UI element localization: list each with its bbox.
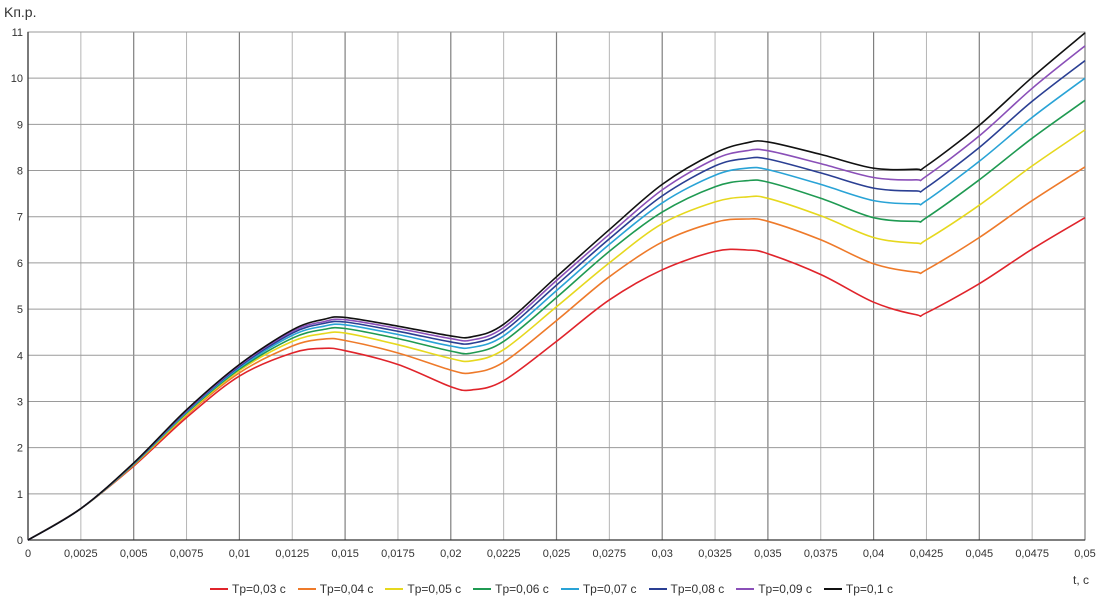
legend-label: Tр=0,09 с	[758, 582, 812, 596]
y-tick-label: 11	[12, 27, 23, 39]
legend-swatch	[210, 588, 228, 590]
legend-label: Tр=0,05 с	[407, 582, 462, 596]
y-tick-label: 3	[17, 396, 23, 408]
chart-legend: Tр=0,03 с Tр=0,04 с Tр=0,05 с Tр=0,06 с Tр=0…	[210, 582, 893, 596]
legend-label: Tр=0,08 с	[670, 582, 725, 596]
x-tick-label: 0,0125	[275, 548, 309, 560]
legend-item-1: Tр=0,03 с	[210, 582, 286, 596]
x-tick-label: 0,01	[229, 548, 250, 560]
x-tick-label: 0,02	[440, 548, 461, 560]
x-axis-label: t, c	[1073, 573, 1089, 587]
x-tick-label: 0,005	[120, 548, 148, 560]
y-tick-label: 7	[17, 212, 23, 224]
x-tick-label: 0,04	[863, 548, 884, 560]
x-tick-label: 0,0275	[593, 548, 627, 560]
axis-ticks: 0 0,0025 0,005 0,0075 0,01 0,0125 0,015 0,0175 0…	[11, 27, 1096, 560]
series-line-3	[27, 129, 1086, 541]
legend-item-7: Tр=0,09 с	[736, 582, 812, 596]
legend-item-6: Tр=0,08 с	[648, 582, 725, 596]
legend-swatch	[473, 588, 492, 590]
y-tick-label: 2	[17, 443, 23, 455]
x-tick-label: 0,025	[543, 548, 571, 560]
x-tick-label: 0,045	[966, 548, 994, 560]
x-tick-label: 0,0025	[64, 548, 98, 560]
x-tick-label: 0,0075	[170, 548, 204, 560]
legend-swatch	[385, 588, 404, 590]
legend-item-2: Tр=0,04 с	[297, 582, 374, 596]
legend-label: Tр=0,07 с	[582, 582, 637, 596]
x-tick-label: 0,0225	[487, 548, 521, 560]
legend-swatch	[297, 588, 316, 590]
series-line-1	[27, 217, 1086, 541]
legend-label: Tр=0,1 с	[845, 582, 893, 596]
y-tick-label: 5	[17, 304, 23, 316]
x-tick-label: 0	[25, 548, 31, 560]
x-tick-label: 0,0425	[910, 548, 944, 560]
x-tick-label: 0,015	[331, 548, 359, 560]
x-tick-label: 0,05	[1074, 548, 1095, 560]
legend-item-3: Tр=0,05 с	[385, 582, 461, 596]
y-axis-label: Kп.р.	[4, 4, 36, 20]
y-tick-label: 4	[17, 350, 23, 362]
legend-swatch	[736, 588, 755, 590]
chart-grid	[27, 31, 1086, 541]
y-tick-label: 6	[17, 258, 23, 270]
series-line-4	[27, 99, 1086, 541]
x-tick-label: 0,0475	[1015, 548, 1049, 560]
x-tick-label: 0,03	[651, 548, 672, 560]
y-tick-label: 0	[17, 535, 23, 547]
series-line-5	[27, 77, 1086, 541]
y-tick-label: 8	[17, 166, 23, 178]
y-tick-label: 1	[17, 489, 23, 501]
legend-label: Tр=0,04 с	[319, 582, 374, 596]
legend-label: Tр=0,06 с	[495, 582, 549, 596]
legend-item-8: Tр=0,1 с	[823, 582, 893, 596]
legend-swatch	[560, 588, 579, 590]
series-line-8	[27, 32, 1086, 541]
series-line-2	[27, 166, 1086, 541]
series-lines	[27, 32, 1086, 541]
x-tick-label: 0,035	[754, 548, 782, 560]
legend-item-4: Tр=0,06 с	[473, 582, 549, 596]
legend-label: Tр=0,03 с	[232, 582, 286, 596]
x-tick-label: 0,0375	[804, 548, 838, 560]
y-tick-label: 9	[17, 119, 23, 131]
y-tick-label: 10	[11, 73, 23, 85]
legend-swatch	[648, 588, 667, 590]
legend-swatch	[823, 588, 842, 590]
x-tick-label: 0,0325	[698, 548, 732, 560]
x-tick-label: 0,0175	[381, 548, 415, 560]
legend-item-5: Tр=0,07 с	[560, 582, 637, 596]
